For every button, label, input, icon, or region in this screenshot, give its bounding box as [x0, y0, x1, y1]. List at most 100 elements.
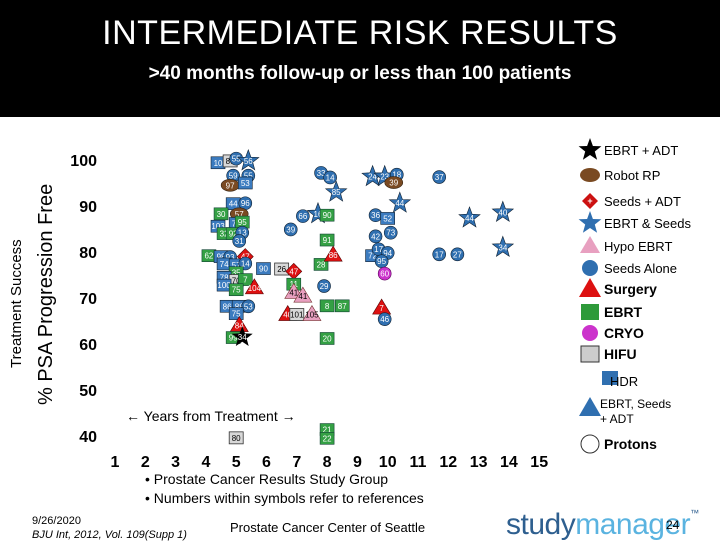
purple-circle-legend-item: CRYO — [582, 325, 644, 341]
y-tick-label: 100 — [70, 153, 97, 170]
data-point: 44 — [388, 191, 412, 213]
data-point: 7 — [237, 273, 253, 286]
blue-square-legend-item: HDR — [602, 371, 638, 389]
blue-square-marker — [256, 262, 271, 275]
legend-label: HDR — [610, 374, 638, 389]
data-point-label: 39 — [389, 179, 398, 188]
pink-triangle-marker — [293, 286, 313, 303]
data-point-label: 70 — [232, 277, 241, 286]
data-point: 75 — [228, 307, 244, 320]
purple-circle-marker — [377, 266, 392, 281]
data-point-label: 87 — [338, 302, 347, 311]
green-square-marker — [319, 431, 335, 445]
y-tick-label: 60 — [79, 337, 97, 354]
data-point-label: 31 — [235, 237, 244, 246]
x-tick-label: 15 — [530, 454, 548, 471]
data-point-label: 57 — [235, 210, 244, 219]
x-tick-label: 9 — [353, 454, 362, 471]
x-tick-label: 7 — [292, 454, 301, 471]
data-point: 100 — [216, 278, 232, 292]
data-point-label: 41 — [298, 292, 307, 301]
data-point: 52 — [380, 212, 396, 225]
green-square-marker — [237, 273, 253, 286]
y-tick-label: 70 — [79, 291, 97, 308]
page-number: 24 — [666, 518, 680, 532]
x-tick-label: 3 — [171, 454, 180, 471]
green-square-marker — [213, 207, 229, 221]
data-point-label: 24 — [368, 173, 377, 182]
data-point: 41 — [293, 286, 313, 303]
data-point-label: 55 — [244, 172, 253, 181]
data-point-label: 7 — [379, 304, 384, 313]
data-point-label: 34 — [238, 333, 247, 342]
data-point-label: 28 — [317, 260, 326, 269]
data-point-label: 47 — [289, 267, 298, 276]
data-point-label: 29 — [320, 282, 329, 291]
data-point-label: 44 — [229, 200, 238, 209]
green-square-marker — [319, 208, 335, 222]
data-point-label: 40 — [283, 311, 292, 320]
white-circle-icon — [580, 434, 600, 454]
data-point-label: 100 — [217, 281, 231, 290]
x-tick-label: 10 — [379, 454, 397, 471]
data-point: 101 — [289, 308, 305, 321]
blue-star-marker — [237, 149, 260, 171]
data-point-label: 27 — [453, 250, 462, 259]
brown-ellipse-marker — [384, 176, 404, 189]
blue-triangle-icon — [579, 397, 601, 416]
data-point: 53 — [237, 176, 253, 190]
blue-star-marker — [388, 191, 412, 213]
data-point-label: 73 — [386, 229, 395, 238]
blue-circle-marker — [383, 225, 398, 240]
data-point-label: 60 — [380, 270, 389, 279]
x-tick-label: 5 — [232, 454, 241, 471]
red-diamond-icon — [582, 193, 598, 209]
legend-label: Protons — [604, 436, 657, 452]
data-point: 8 — [319, 299, 335, 313]
data-point-label: 94 — [383, 249, 392, 258]
data-point-label: 88 — [235, 302, 244, 311]
black-star-legend-item: EBRT + ADT — [578, 138, 678, 160]
data-point-label: 84 — [235, 322, 244, 331]
blue-circle-marker — [450, 247, 465, 262]
data-point-label: 96 — [241, 199, 250, 208]
blue-star-marker — [491, 235, 515, 258]
data-point-label: 104 — [248, 284, 262, 293]
x-tick-label: 11 — [410, 454, 427, 471]
data-point-label: 105 — [305, 311, 319, 320]
data-point-label: 56 — [244, 157, 253, 166]
green-square-marker — [319, 299, 335, 313]
data-point-label: 66 — [298, 212, 307, 221]
data-point-label: 59 — [229, 172, 238, 181]
blue-circle-marker — [368, 229, 383, 244]
data-point-label: 14 — [241, 260, 250, 269]
legend-label: Hypo EBRT — [604, 239, 672, 254]
data-point-label: 90 — [323, 211, 332, 220]
blue-circle-marker — [241, 299, 256, 314]
data-point-label: 22 — [323, 434, 332, 443]
data-point: 85 — [324, 180, 348, 202]
data-point: 90 — [256, 262, 271, 275]
data-point-label: 80 — [232, 434, 241, 443]
data-point-label: 32 — [220, 230, 229, 239]
y-tick-label: 90 — [79, 199, 97, 216]
blue-star-icon — [578, 211, 602, 233]
data-point: 90 — [319, 208, 335, 222]
data-point: 37 — [432, 170, 447, 184]
legend-label: Seeds Alone — [604, 261, 677, 276]
data-point-label: 95 — [238, 218, 247, 227]
legend-label: Surgery — [604, 281, 657, 297]
data-point: 56 — [237, 149, 260, 171]
data-point: 60 — [377, 266, 392, 281]
blue-star-marker — [491, 200, 515, 223]
blue-circle-icon — [582, 260, 598, 276]
data-point-label: 36 — [371, 211, 380, 220]
data-point-label: 103 — [211, 222, 225, 231]
brand-part-a: study — [506, 508, 576, 541]
data-point-label: 40 — [498, 208, 507, 217]
data-point: 27 — [450, 247, 465, 262]
data-point: 34 — [231, 326, 253, 346]
brand-tm: ™ — [690, 508, 699, 518]
data-point-label: 41 — [289, 288, 298, 297]
blue-triangle-legend-item: EBRT, Seeds + ADT — [579, 397, 671, 426]
